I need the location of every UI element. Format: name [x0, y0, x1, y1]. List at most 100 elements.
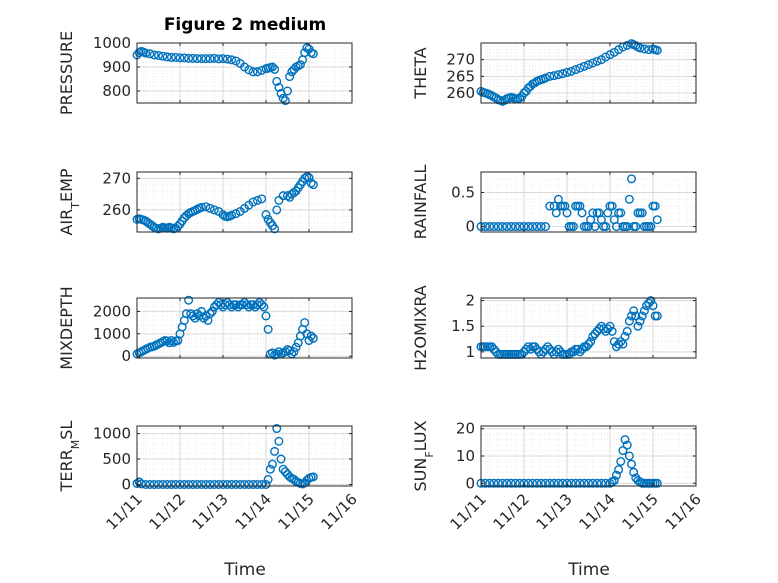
data-point [646, 296, 656, 306]
data-point [530, 342, 540, 352]
data-point [502, 478, 512, 488]
data-point [575, 478, 585, 488]
data-point [549, 71, 559, 81]
data-point [141, 479, 151, 489]
data-point [300, 318, 310, 328]
data-point [487, 91, 497, 101]
data-point [652, 311, 662, 321]
data-point [207, 306, 217, 316]
data-point [528, 222, 538, 232]
data-point [252, 195, 262, 205]
data-point [541, 73, 551, 83]
data-point [502, 222, 512, 232]
data-point [575, 63, 585, 73]
data-point [173, 221, 183, 231]
data-point [196, 54, 206, 64]
data-point [166, 479, 176, 489]
data-point [285, 72, 295, 82]
series-mixdepth [132, 295, 318, 360]
data-point [209, 205, 219, 215]
data-point [611, 222, 621, 232]
data-point [541, 478, 551, 488]
data-point [588, 331, 598, 341]
data-point [289, 347, 299, 357]
data-point [308, 333, 318, 343]
data-point [242, 300, 252, 310]
data-point [263, 324, 273, 334]
data-point [218, 210, 228, 220]
data-point [205, 309, 215, 319]
subplot-pressure: 800 900 1000 PRESSURE [57, 31, 353, 115]
y-tick-label: 1.5 [451, 317, 475, 335]
data-point [218, 479, 228, 489]
data-point [283, 86, 293, 96]
data-point [201, 54, 211, 64]
data-point [584, 60, 594, 70]
data-point [485, 222, 495, 232]
data-point [231, 209, 241, 219]
data-point [272, 424, 282, 434]
y-axis-label-part: AIR [57, 209, 76, 236]
data-point [493, 478, 503, 488]
data-point [553, 344, 563, 354]
data-point [199, 313, 209, 323]
data-point [605, 321, 615, 331]
data-point [611, 470, 621, 480]
data-point [162, 52, 172, 62]
data-point [278, 93, 288, 103]
y-tick-label: 1 [465, 343, 475, 361]
data-point [192, 309, 202, 319]
data-point [607, 201, 617, 211]
y-axis-label-air_temp: AIRTEMP [57, 168, 82, 235]
plot-area-pressure [137, 43, 352, 103]
data-point [607, 326, 617, 336]
data-point [244, 65, 254, 75]
data-point [214, 54, 224, 64]
data-point [171, 52, 181, 62]
y-axis-label-terr_msl: TERRMSL [57, 421, 82, 493]
data-point [596, 478, 606, 488]
data-point [545, 71, 555, 81]
data-point [558, 69, 568, 79]
data-point [278, 191, 288, 201]
data-point [267, 348, 277, 358]
data-point [605, 50, 615, 60]
data-point [592, 56, 602, 66]
data-point [184, 479, 194, 489]
data-point [291, 342, 301, 352]
data-point [650, 201, 660, 211]
data-point [646, 222, 656, 232]
data-point [274, 436, 284, 446]
data-point [141, 48, 151, 58]
data-point [609, 476, 619, 486]
axes-box-mixdepth [136, 297, 353, 359]
data-point [549, 478, 559, 488]
data-point [498, 222, 508, 232]
y-tick-label: 1000 [93, 325, 131, 343]
data-point [622, 40, 632, 50]
data-point [175, 479, 185, 489]
data-point [506, 222, 516, 232]
data-point [222, 54, 232, 64]
data-point [579, 478, 589, 488]
y-tick-label: 0.5 [451, 183, 475, 201]
data-point [145, 479, 155, 489]
data-point [308, 180, 318, 190]
subplot-rainfall: 0 0.5 RAINFALL [411, 165, 697, 239]
data-point [620, 331, 630, 341]
data-point [261, 479, 271, 489]
data-point [590, 222, 600, 232]
data-point [190, 313, 200, 323]
data-point [571, 478, 581, 488]
data-point [272, 76, 282, 86]
data-point [166, 336, 176, 346]
data-point [633, 321, 643, 331]
y-axis-label-part: LUX [411, 420, 430, 451]
data-point [614, 339, 624, 349]
axes-box-h2omixra [480, 297, 697, 359]
y-axis-label-part: TERR [57, 449, 76, 492]
data-point [231, 479, 241, 489]
y-tick-label: 500 [102, 450, 131, 468]
data-point [304, 336, 314, 346]
y-tick-label: 900 [102, 58, 131, 76]
